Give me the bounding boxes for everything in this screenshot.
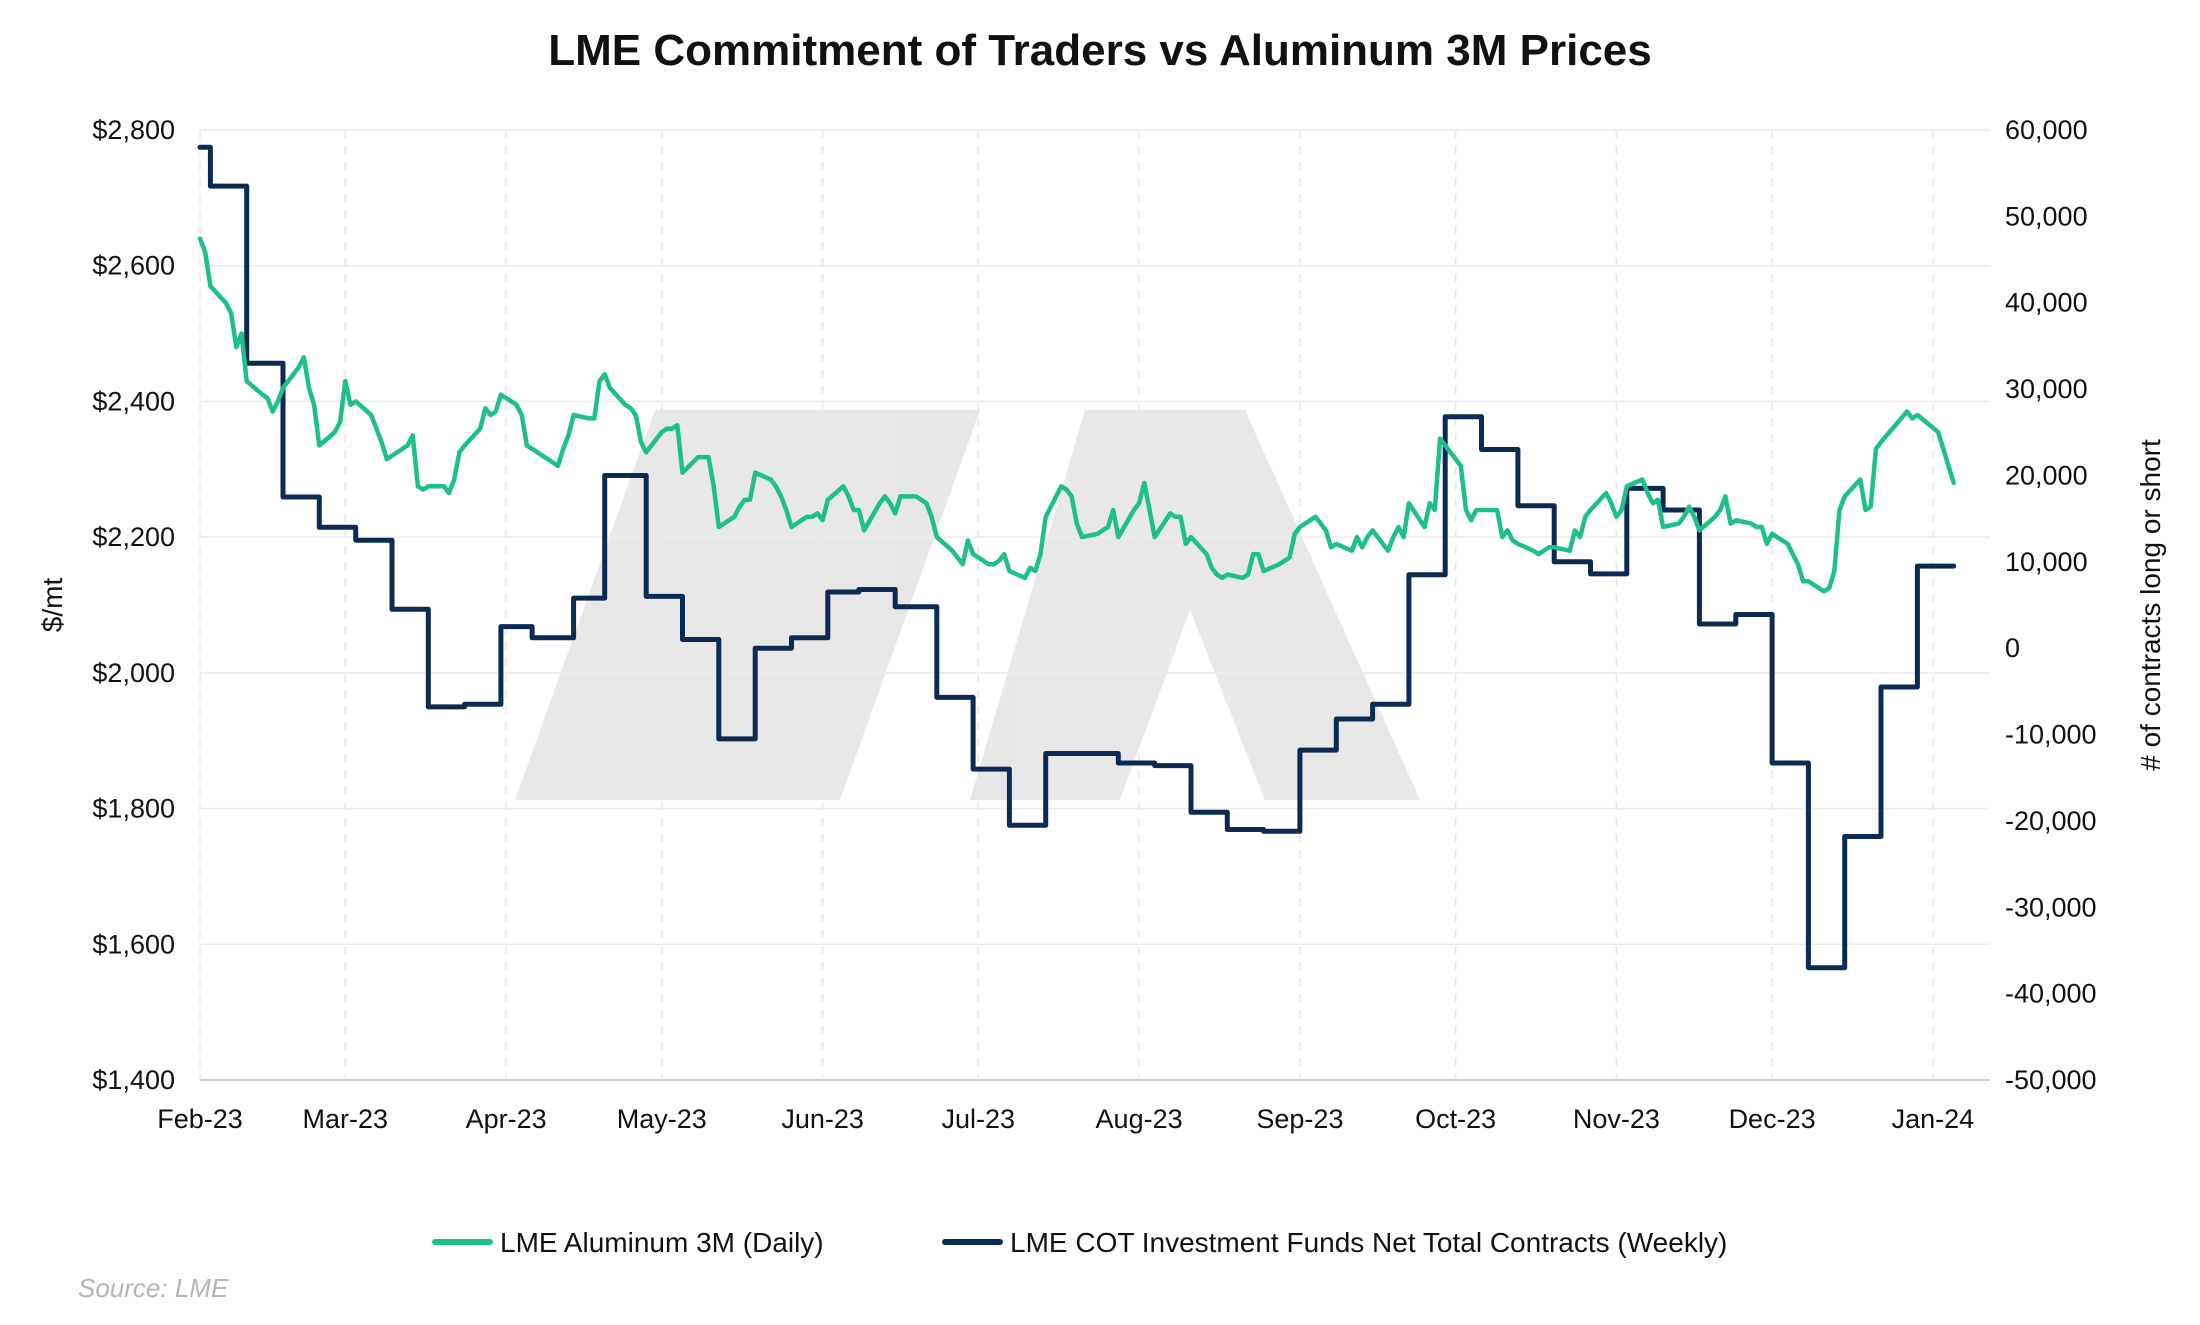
- series-line-aluminum: [197, 236, 1956, 594]
- x-tick-label: Apr-23: [466, 1104, 547, 1134]
- x-tick-label: Oct-23: [1415, 1104, 1496, 1134]
- source-note: Source: LME: [78, 1273, 229, 1303]
- y-axis-left-label: $/mt: [37, 578, 68, 633]
- y-tick-right-label: 40,000: [2005, 288, 2088, 318]
- y-tick-right-label: -20,000: [2005, 806, 2097, 836]
- y-tick-left-label: $1,600: [92, 929, 175, 959]
- chart-title: LME Commitment of Traders vs Aluminum 3M…: [548, 26, 1652, 75]
- legend-label-cot: LME COT Investment Funds Net Total Contr…: [1010, 1227, 1727, 1258]
- y-tick-left-label: $2,800: [92, 115, 175, 145]
- x-tick-label: Aug-23: [1096, 1104, 1183, 1134]
- y-tick-right-label: -10,000: [2005, 720, 2097, 750]
- x-tick-label: Dec-23: [1729, 1104, 1816, 1134]
- y-tick-right-label: 0: [2005, 633, 2020, 663]
- y-tick-left-label: $2,400: [92, 386, 175, 416]
- y-tick-left-label: $1,400: [92, 1065, 175, 1095]
- x-tick-label: May-23: [617, 1104, 707, 1134]
- x-tick-label: Feb-23: [157, 1104, 243, 1134]
- y-tick-right-label: 10,000: [2005, 547, 2088, 577]
- series-line-cot: [197, 144, 1957, 971]
- x-tick-label: Jun-23: [781, 1104, 864, 1134]
- legend: LME Aluminum 3M (Daily) LME COT Investme…: [432, 1227, 1727, 1258]
- x-tick-label: Nov-23: [1573, 1104, 1660, 1134]
- y-axis-left: $1,400 $1,600 $1,800 $2,000 $2,200 $2,400 $2,6…: [92, 115, 175, 1095]
- y-tick-left-label: $1,800: [92, 794, 175, 824]
- y-tick-left-label: $2,000: [92, 658, 175, 688]
- y-tick-right-label: -40,000: [2005, 979, 2097, 1009]
- y-tick-right-label: 60,000: [2005, 115, 2088, 145]
- series-layer: [197, 144, 1957, 971]
- x-tick-label: Sep-23: [1256, 1104, 1343, 1134]
- watermark-logo: [515, 410, 1420, 800]
- x-axis: Feb-23 Mar-23 Apr-23 May-23 Jun-23 Jul-23 Aug-…: [157, 1104, 1974, 1134]
- y-tick-left-label: $2,600: [92, 251, 175, 281]
- y-tick-right-label: 20,000: [2005, 460, 2088, 490]
- y-axis-right: -50,000 -40,000 -30,000 -20,000 -10,000 0 10,0…: [2005, 115, 2097, 1095]
- y-tick-right-label: 50,000: [2005, 201, 2088, 231]
- legend-label-aluminum: LME Aluminum 3M (Daily): [500, 1227, 824, 1258]
- y-tick-right-label: -50,000: [2005, 1065, 2097, 1095]
- x-tick-label: Mar-23: [303, 1104, 389, 1134]
- gridlines: [199, 129, 1990, 1080]
- x-tick-label: Jan-24: [1892, 1104, 1975, 1134]
- x-tick-label: Jul-23: [941, 1104, 1015, 1134]
- y-tick-right-label: 30,000: [2005, 374, 2088, 404]
- y-tick-right-label: -30,000: [2005, 892, 2097, 922]
- y-tick-left-label: $2,200: [92, 522, 175, 552]
- y-axis-right-label: # of contracts long or short: [2135, 439, 2166, 771]
